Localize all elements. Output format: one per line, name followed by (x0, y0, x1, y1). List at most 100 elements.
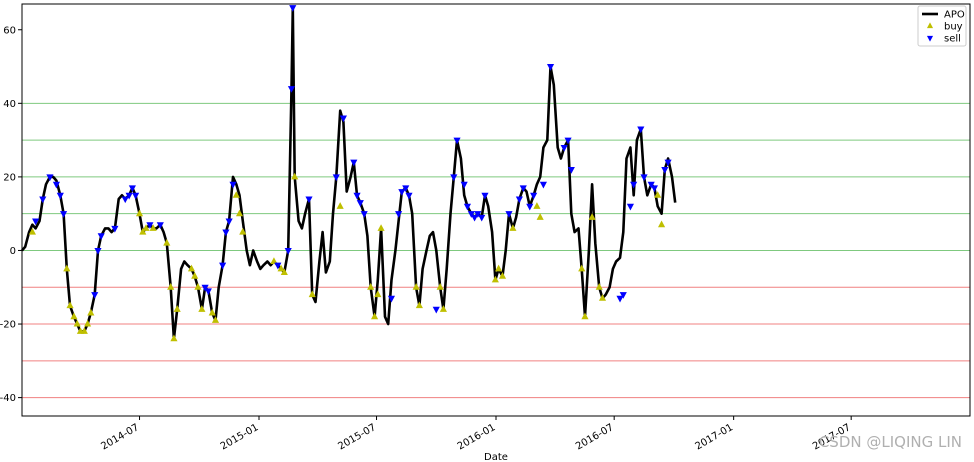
legend-buy-label: buy (944, 22, 963, 33)
buy-marker (588, 213, 596, 220)
sell-marker (52, 181, 60, 189)
legend-buy-swatch (926, 22, 934, 29)
buy-marker (578, 264, 586, 272)
sell-marker (564, 137, 572, 145)
buy-marker (374, 290, 382, 298)
sell-marker (481, 192, 489, 200)
sell-marker (97, 233, 105, 240)
sell-marker (132, 192, 140, 200)
buy-marker (66, 301, 74, 309)
sell-marker (395, 211, 403, 218)
sell-marker (450, 174, 458, 182)
buy-marker (581, 312, 589, 320)
y-tick-label: 0 (10, 246, 16, 257)
buy-marker (149, 224, 157, 231)
buy-marker (208, 308, 216, 316)
buy-marker (167, 283, 175, 290)
buy-marker (491, 275, 499, 283)
x-axis-title: Date (484, 452, 508, 462)
sell-marker (478, 214, 486, 222)
sell-marker (201, 284, 209, 292)
sell-marker (471, 214, 479, 222)
buy-marker (232, 191, 240, 198)
sell-marker (637, 126, 645, 134)
sell-marker (432, 306, 440, 314)
buy-marker (28, 227, 36, 235)
legend-APO-label: APO (944, 10, 965, 21)
sell-marker (305, 196, 313, 204)
sell-marker (46, 174, 54, 182)
buy-marker (439, 305, 447, 312)
sell-marker (353, 192, 361, 200)
buy-marker (658, 220, 666, 228)
sell-marker (332, 174, 340, 182)
sell-marker (111, 225, 119, 233)
sell-marker (402, 185, 410, 193)
y-tick-label: 60 (3, 25, 16, 36)
sell-marker (339, 115, 347, 123)
buy-marker (84, 319, 92, 327)
sell-marker (32, 218, 40, 226)
sell-marker (661, 167, 669, 174)
buy-marker (142, 224, 150, 231)
apo-line (21, 6, 677, 341)
buy-marker (211, 316, 220, 323)
sell-marker (453, 137, 461, 145)
sell-marker (515, 196, 523, 204)
sell-marker (560, 144, 568, 152)
sell-marker (91, 292, 99, 299)
sell-marker (546, 64, 555, 71)
buy-marker (367, 283, 375, 290)
sell-marker (289, 5, 297, 12)
sell-marker (460, 181, 468, 189)
sell-marker (284, 247, 292, 255)
buy-marker (163, 238, 171, 246)
sell-marker (616, 295, 624, 303)
sell-marker (56, 192, 64, 200)
sell-marker (39, 196, 47, 204)
sell-marker (287, 86, 296, 93)
sell-marker (630, 181, 638, 189)
legend-sell-label: sell (944, 34, 961, 45)
buy-marker (194, 283, 202, 290)
buy-marker (495, 264, 503, 272)
buy-marker (308, 290, 316, 298)
sell-marker (356, 200, 364, 207)
sell-marker (505, 211, 513, 218)
buy-marker (509, 224, 517, 231)
buy-marker (70, 312, 78, 320)
sell-marker (647, 181, 655, 189)
sell-marker (156, 222, 164, 229)
sell-marker (222, 229, 230, 237)
buy-marker (412, 283, 420, 290)
sell-marker (350, 159, 358, 167)
y-tick-label: -20 (0, 320, 16, 331)
sell-marker (121, 196, 129, 204)
sell-marker (640, 174, 648, 182)
buy-marker (235, 209, 244, 217)
sell-marker (229, 181, 237, 189)
x-tick-label: 2014-07 (99, 422, 141, 452)
buy-marker (654, 191, 662, 198)
buy-marker (270, 257, 278, 265)
buy-marker (533, 202, 541, 209)
buy-marker (336, 202, 344, 209)
y-tick-label: -40 (0, 393, 16, 404)
buy-marker (436, 283, 444, 290)
sell-marker (204, 288, 212, 296)
buy-marker (63, 264, 71, 272)
sell-marker (146, 222, 154, 229)
buy-marker (239, 227, 247, 235)
buy-marker (198, 305, 206, 312)
sell-marker (360, 211, 368, 218)
x-tick-label: 2015-01 (219, 422, 261, 452)
buy-marker (498, 272, 507, 279)
buy-marker (87, 308, 95, 316)
sell-marker (519, 185, 527, 193)
buy-marker (170, 334, 178, 342)
watermark: CSDN @LIQING LIN (819, 433, 962, 451)
sell-marker (274, 262, 282, 270)
sell-marker (467, 211, 475, 218)
